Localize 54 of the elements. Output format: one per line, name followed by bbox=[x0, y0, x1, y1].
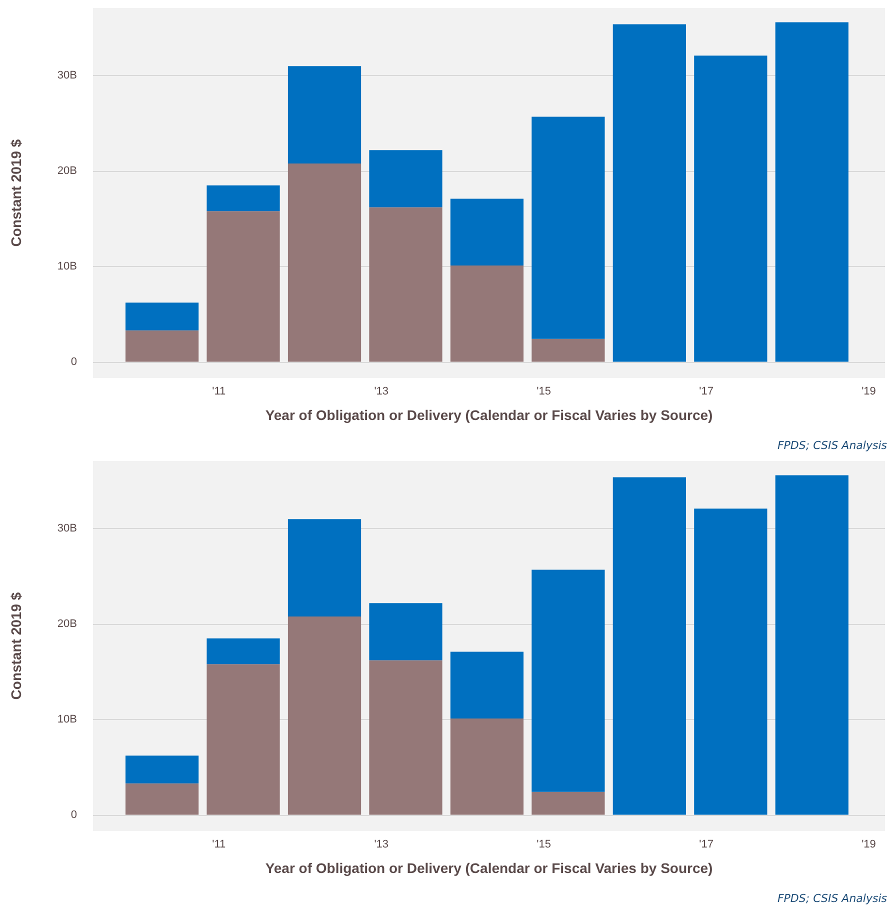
bar bbox=[612, 477, 686, 815]
x-tick-label: '19 bbox=[862, 838, 876, 850]
y-tick-label: 0 bbox=[70, 808, 77, 821]
text: FPDS; CSIS Analysis bbox=[777, 439, 888, 452]
y-tick-label: 0 bbox=[70, 356, 77, 368]
y-axis-title: Constant 2019 $ bbox=[8, 139, 24, 247]
bar bbox=[450, 652, 524, 718]
x-tick-label: '17 bbox=[699, 838, 714, 850]
x-tick-label: '15 bbox=[536, 386, 552, 398]
bar bbox=[206, 211, 280, 362]
bar bbox=[288, 616, 362, 815]
x-axis-title: Year of Obligation or Delivery (Calendar or Fiscal Varies by Source) bbox=[265, 860, 713, 876]
bar bbox=[125, 783, 199, 815]
bar bbox=[532, 116, 605, 339]
bar bbox=[775, 475, 848, 815]
x-tick-label: '11 bbox=[212, 838, 226, 850]
x-axis-title: Year of Obligation or Delivery (Calendar or Fiscal Varies by Source) bbox=[265, 407, 713, 423]
bar bbox=[369, 207, 442, 362]
bar bbox=[450, 198, 524, 266]
bar bbox=[369, 150, 442, 208]
bar bbox=[288, 163, 362, 362]
bar bbox=[206, 664, 280, 815]
bar bbox=[288, 519, 362, 616]
bar bbox=[125, 756, 199, 784]
y-tick-label: 30B bbox=[57, 70, 77, 82]
y-tick-label: 10B bbox=[57, 713, 77, 726]
x-tick-label: '15 bbox=[536, 838, 552, 850]
bar bbox=[694, 56, 768, 362]
bar bbox=[694, 508, 768, 815]
bar bbox=[369, 660, 442, 815]
bar bbox=[288, 66, 362, 164]
bar bbox=[369, 603, 442, 660]
bar bbox=[775, 22, 848, 362]
y-tick-label: 30B bbox=[57, 522, 77, 535]
y-tick-label: 20B bbox=[57, 165, 77, 178]
text: FPDS; CSIS Analysis bbox=[777, 892, 888, 905]
bar bbox=[532, 570, 605, 792]
y-tick-label: 10B bbox=[57, 260, 77, 272]
x-tick-label: '13 bbox=[374, 838, 389, 850]
bar bbox=[532, 338, 605, 362]
bar bbox=[125, 330, 199, 362]
x-tick-label: '11 bbox=[212, 386, 226, 398]
y-tick-label: 20B bbox=[57, 618, 77, 630]
x-tick-label: '17 bbox=[699, 386, 714, 398]
bar bbox=[612, 24, 686, 362]
bar bbox=[450, 265, 524, 362]
bar bbox=[532, 792, 605, 815]
bar bbox=[450, 718, 524, 815]
bar bbox=[206, 185, 280, 212]
bar bbox=[206, 638, 280, 664]
bar bbox=[125, 302, 199, 330]
x-tick-label: '19 bbox=[862, 386, 876, 398]
x-tick-label: '13 bbox=[374, 386, 389, 398]
y-axis-title: Constant 2019 $ bbox=[8, 592, 24, 700]
